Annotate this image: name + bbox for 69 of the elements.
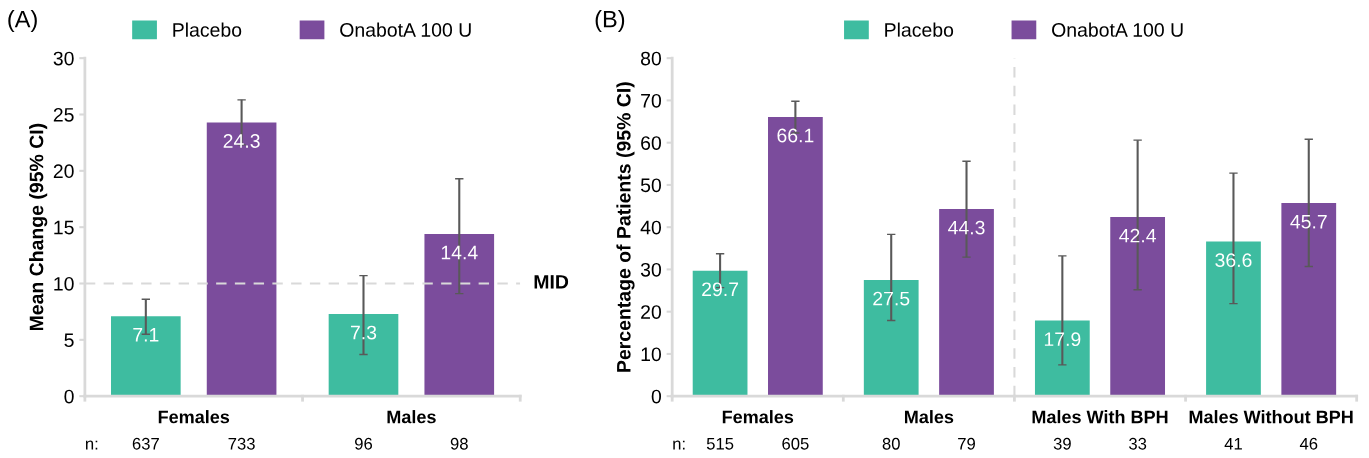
- text: n:: [85, 440, 98, 450]
- y-tick-label: 70: [641, 93, 661, 108]
- bar: [1110, 217, 1166, 397]
- data-label: 44.3: [948, 220, 985, 235]
- data-label: 42.4: [1119, 228, 1156, 243]
- bar: [1034, 320, 1090, 397]
- y-tick-label: 50: [640, 178, 661, 193]
- bar: [1281, 203, 1337, 397]
- y-axis-title: Percentage of Patients (95% CI): [616, 82, 635, 372]
- legend-label: Placebo: [173, 22, 242, 37]
- y-tick-label: 5: [64, 333, 74, 348]
- text: (A): [8, 10, 37, 33]
- x-tick-label: Males With BPH: [1032, 410, 1168, 424]
- x-tick-label: Males: [904, 410, 954, 424]
- y-tick-label: 60: [641, 136, 661, 150]
- y-tick-label: 20: [53, 164, 74, 179]
- data-label: 17.9: [1044, 332, 1081, 347]
- data-label: 36.6: [1215, 253, 1252, 268]
- bar: [692, 270, 748, 397]
- bar: [424, 233, 495, 397]
- text: 41: [1224, 438, 1242, 450]
- data-label: 24.3: [223, 134, 260, 148]
- y-tick-label: 30: [53, 51, 74, 66]
- y-tick-label: 30: [640, 262, 661, 277]
- text: 39: [1053, 437, 1071, 450]
- text: 733: [228, 437, 255, 450]
- bar: [863, 279, 919, 397]
- data-label: 66.1: [777, 128, 814, 143]
- data-label: 14.4: [441, 245, 478, 260]
- x-tick-label: Males: [387, 410, 436, 424]
- bar: [111, 316, 181, 397]
- y-tick-label: 10: [641, 347, 661, 362]
- data-label: 45.7: [1290, 215, 1327, 229]
- text: 98: [450, 437, 468, 450]
- bar: [328, 313, 399, 397]
- text: 515: [706, 438, 734, 450]
- ref-line-label: MID: [534, 275, 569, 289]
- text: n:: [673, 440, 685, 450]
- text: 46: [1299, 437, 1318, 450]
- data-label: 29.7: [702, 282, 739, 297]
- y-tick-label: 20: [641, 305, 661, 319]
- data-label: 27.5: [873, 291, 910, 306]
- y-tick-label: 80: [640, 51, 661, 66]
- y-tick-label: 10: [54, 276, 74, 291]
- y-tick-label: 40: [640, 220, 661, 235]
- text: 637: [132, 437, 159, 450]
- data-label: 7.1: [133, 328, 159, 342]
- data-label: 7.3: [350, 325, 377, 340]
- y-tick-label: 15: [54, 220, 74, 235]
- text: 33: [1129, 437, 1147, 450]
- bar: [768, 116, 823, 397]
- x-tick-label: Males Without BPH: [1189, 410, 1353, 424]
- x-tick-label: Females: [158, 410, 230, 424]
- text: 605: [782, 437, 809, 450]
- y-tick-label: 25: [53, 107, 74, 122]
- bar: [939, 209, 994, 397]
- y-tick-label: 0: [64, 389, 74, 404]
- legend-label: Placebo: [885, 22, 954, 37]
- legend-label: OnabotA 100 U: [1052, 22, 1183, 37]
- text: 96: [355, 437, 373, 450]
- legend-label: OnabotA 100 U: [340, 22, 471, 37]
- text: 79: [958, 437, 975, 450]
- y-tick-label: 0: [651, 389, 661, 404]
- bar: [206, 122, 277, 397]
- text: (B): [595, 10, 625, 33]
- bar: [1206, 241, 1261, 397]
- y-axis-title: Mean Change (95% CI): [29, 123, 48, 331]
- text: 80: [882, 437, 900, 450]
- x-tick-label: Females: [722, 410, 794, 424]
